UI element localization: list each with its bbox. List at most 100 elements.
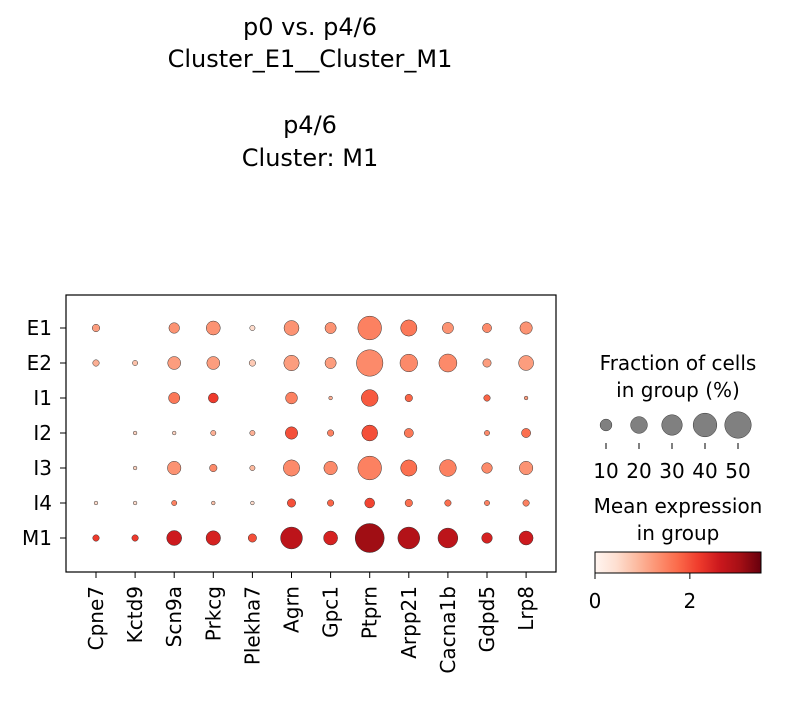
colorbar-tick-label-2: 2 [683,589,696,613]
dot-I2-Plekha7 [249,430,256,436]
dot-I4-Ptprn [364,497,375,509]
dot-E1-Plekha7 [249,325,256,331]
dot-I2-Prkcg [210,430,217,436]
x-tick-label-Gpc1: Gpc1 [319,586,343,638]
y-tick-label-M1: M1 [22,526,52,550]
size-legend-label-30: 30 [659,459,684,483]
dot-I2-Gpc1 [327,429,335,437]
dot-E2-Plekha7 [248,359,256,367]
dot-I2-Kctd9 [132,430,138,436]
dot-E2-Cpne7 [92,359,100,367]
title-line-5: Cluster: M1 [241,144,379,172]
dot-I4-Cpne7 [93,500,99,506]
dot-I4-Scn9a [171,500,178,506]
dot-I3-Ptprn [357,455,382,481]
dot-E2-Lrp8 [518,355,534,371]
dot-I4-Agrn [287,498,296,508]
dot-M1-Agrn [280,526,303,550]
dot-I4-Cacna1b [444,499,452,507]
dot-I2-Lrp8 [521,428,531,438]
dot-I2-Agrn [285,426,298,440]
dot-I2-Arpp21 [403,428,414,438]
dot-E1-Arpp21 [400,319,418,337]
y-tick-label-I1: I1 [33,386,52,410]
x-tick-label-Ptprn: Ptprn [358,586,382,639]
size-legend-dot-10 [599,418,613,432]
dot-I4-Arpp21 [404,499,413,507]
dot-E2-Kctd9 [132,360,138,366]
dot-I1-Gpc1 [328,395,333,401]
dot-M1-Arpp21 [397,526,420,550]
dot-I3-Plekha7 [249,465,256,471]
dot-M1-Lrp8 [518,530,534,546]
dot-E1-Scn9a [168,322,180,334]
size-legend-dot-50 [724,411,752,439]
dot-I4-Kctd9 [132,500,138,506]
dot-E2-Gdpd5 [482,358,492,368]
x-tick-label-Kctd9: Kctd9 [123,586,147,643]
dot-E2-Scn9a [167,356,181,370]
dot-E2-Ptprn [356,349,384,377]
dot-M1-Ptprn [354,523,385,553]
y-tick-label-I3: I3 [33,456,52,480]
dot-E1-Gpc1 [324,322,337,334]
x-tick-label-Lrp8: Lrp8 [514,586,538,631]
dot-I4-Gdpd5 [484,500,490,506]
size-legend-label-20: 20 [626,459,651,483]
dot-I3-Cacna1b [439,459,457,477]
dot-E2-Prkcg [206,356,221,370]
y-tick-label-E1: E1 [27,316,52,340]
x-tick-label-Prkcg: Prkcg [201,586,225,641]
color-legend-title-1: Mean expression [594,494,763,518]
dot-I2-Scn9a [172,430,177,436]
dot-E1-Prkcg [206,320,221,336]
dot-I1-Lrp8 [523,395,529,401]
colorbar-tick-label-0: 0 [589,589,602,613]
dot-I3-Arpp21 [400,459,418,477]
title-line-4: p4/6 [283,111,337,139]
x-tick-label-Plekha7: Plekha7 [240,586,264,665]
y-tick-label-I2: I2 [33,421,52,445]
size-legend-label-10: 10 [593,459,618,483]
size-legend-title-2: in group (%) [616,378,740,402]
dot-E1-Cpne7 [92,324,100,332]
dot-M1-Cacna1b [437,527,459,549]
plot-frame [65,294,557,573]
dot-I3-Lrp8 [519,461,534,475]
dot-I4-Plekha7 [250,500,255,506]
size-legend-dot-40 [692,412,718,438]
y-tick-label-I4: I4 [33,491,52,515]
dot-E1-Lrp8 [519,321,533,335]
dot-I4-Gpc1 [327,499,335,507]
size-legend-label-50: 50 [725,459,750,483]
dot-I1-Scn9a [168,392,181,404]
dot-I3-Agrn [283,459,300,477]
dot-M1-Kctd9 [131,534,139,542]
dot-E2-Agrn [283,355,300,371]
dot-I1-Gdpd5 [483,394,491,402]
title-line-2: Cluster_E1__Cluster_M1 [167,45,453,73]
dot-I1-Prkcg [208,392,219,404]
dot-M1-Cpne7 [92,534,100,542]
x-tick-label-Agrn: Agrn [280,586,304,633]
dot-I3-Kctd9 [132,465,138,471]
dot-E2-Gpc1 [324,357,337,369]
dot-I3-Prkcg [209,464,218,472]
size-legend-label-40: 40 [692,459,717,483]
dot-E1-Ptprn [357,315,382,341]
dot-I1-Arpp21 [404,394,413,402]
y-tick-label-E2: E2 [27,351,52,375]
dot-M1-Prkcg [205,530,221,546]
dot-E1-Gdpd5 [482,323,492,333]
x-tick-label-Arpp21: Arpp21 [397,586,421,659]
dot-I3-Gpc1 [323,461,338,475]
dot-I1-Ptprn [361,389,379,407]
dot-M1-Plekha7 [247,533,257,543]
dot-E2-Arpp21 [399,353,418,373]
x-tick-label-Gdpd5: Gdpd5 [475,586,499,652]
dot-M1-Gdpd5 [481,532,493,544]
size-legend-dot-20 [630,416,648,434]
dot-M1-Scn9a [166,530,182,546]
